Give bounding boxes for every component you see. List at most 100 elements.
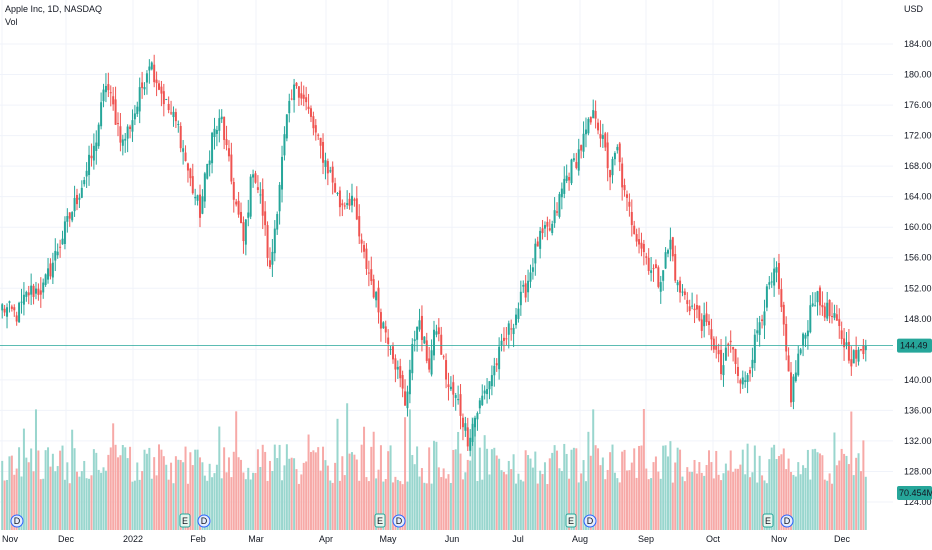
candle-body[interactable] [10,306,13,309]
candle-body[interactable] [203,173,206,202]
candle-body[interactable] [727,343,730,346]
candle-body[interactable] [254,173,257,183]
candle-body[interactable] [857,349,860,362]
candle-body[interactable] [831,316,834,318]
candle-body[interactable] [782,304,785,325]
candle-body[interactable] [370,269,373,282]
candle-body[interactable] [206,163,209,179]
candle-body[interactable] [664,252,667,269]
candle-body[interactable] [770,281,773,283]
candle-body[interactable] [51,262,54,278]
candle-body[interactable] [39,290,42,295]
candle-body[interactable] [133,113,136,120]
candle-body[interactable] [401,375,404,389]
candle-body[interactable] [18,302,21,323]
candle-body[interactable] [227,148,230,157]
candle-body[interactable] [744,380,747,382]
candle-body[interactable] [394,358,397,370]
candle-body[interactable] [657,267,660,287]
candle-body[interactable] [109,92,112,94]
candle-body[interactable] [319,137,322,146]
candle-body[interactable] [423,336,426,344]
candle-body[interactable] [452,382,455,395]
candle-body[interactable] [584,129,587,135]
candle-body[interactable] [630,211,633,226]
candle-body[interactable] [201,196,204,214]
candle-body[interactable] [577,149,580,171]
candle-body[interactable] [271,251,274,265]
candle-body[interactable] [594,110,597,119]
candle-body[interactable] [92,145,95,161]
candle-body[interactable] [548,228,551,231]
candle-body[interactable] [510,328,513,330]
candle-body[interactable] [404,391,407,406]
candle-body[interactable] [360,239,363,244]
candle-body[interactable] [196,195,199,201]
candle-body[interactable] [840,330,843,339]
candle-body[interactable] [213,128,216,137]
candle-body[interactable] [775,267,778,273]
candle-body[interactable] [174,112,177,122]
candle-body[interactable] [464,423,467,431]
candle-body[interactable] [502,337,505,341]
candle-body[interactable] [589,116,592,123]
candle-body[interactable] [375,292,378,301]
candle-body[interactable] [124,138,127,141]
candle-body[interactable] [862,345,865,355]
candle-body[interactable] [145,73,148,83]
candle-body[interactable] [498,346,501,370]
candle-body[interactable] [787,355,790,372]
candle-body[interactable] [794,372,797,381]
candle-body[interactable] [753,334,756,363]
candle-body[interactable] [435,331,438,335]
candle-body[interactable] [329,170,332,172]
candle-body[interactable] [230,154,233,182]
candle-body[interactable] [749,369,752,374]
candle-body[interactable] [300,93,303,99]
earnings-marker[interactable]: E [179,513,191,528]
candle-body[interactable] [833,313,836,318]
candle-body[interactable] [855,350,858,359]
candle-body[interactable] [331,166,334,183]
candle-body[interactable] [136,106,139,115]
candle-body[interactable] [633,225,636,235]
candle-body[interactable] [155,79,158,84]
candle-body[interactable] [61,238,64,245]
candle-body[interactable] [418,320,421,330]
candle-body[interactable] [244,219,247,245]
candle-body[interactable] [454,395,457,398]
candle-body[interactable] [859,349,862,351]
candle-body[interactable] [59,246,62,248]
candle-body[interactable] [843,338,846,348]
candle-body[interactable] [570,159,573,184]
candle-body[interactable] [587,119,590,134]
candle-body[interactable] [411,343,414,374]
candle-body[interactable] [654,264,657,269]
candle-body[interactable] [83,180,86,185]
candle-body[interactable] [679,280,682,293]
candle-body[interactable] [606,142,609,169]
candle-body[interactable] [707,321,710,326]
candle-body[interactable] [242,222,245,242]
candle-body[interactable] [790,372,793,403]
candle-body[interactable] [466,427,469,447]
candle-body[interactable] [828,299,831,317]
candle-body[interactable] [22,294,25,305]
candle-body[interactable] [218,118,221,131]
candle-body[interactable] [223,116,226,140]
candle-body[interactable] [852,350,855,364]
candle-body[interactable] [143,87,146,90]
candle-body[interactable] [826,302,829,319]
candle-body[interactable] [211,132,214,164]
candle-body[interactable] [34,288,37,294]
candle-body[interactable] [138,87,141,112]
candle-body[interactable] [850,359,853,367]
candle-body[interactable] [442,356,445,358]
candle-body[interactable] [365,248,368,269]
candle-body[interactable] [811,303,814,306]
candle-body[interactable] [529,272,532,282]
candle-body[interactable] [281,156,284,190]
candle-body[interactable] [100,102,103,127]
candle-body[interactable] [758,322,761,335]
candle-body[interactable] [478,400,481,409]
